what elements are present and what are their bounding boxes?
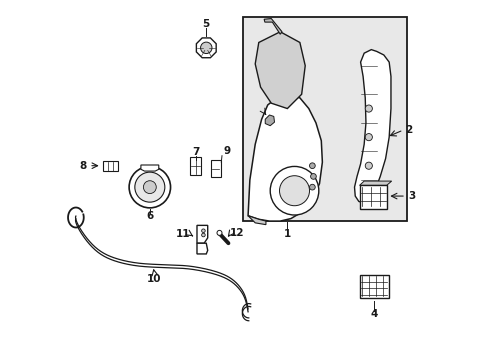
Circle shape bbox=[135, 172, 164, 202]
Circle shape bbox=[200, 42, 212, 54]
Circle shape bbox=[129, 166, 170, 208]
Bar bbox=[359, 275, 388, 298]
Bar bbox=[242, 18, 406, 221]
Text: 8: 8 bbox=[79, 161, 86, 171]
Text: 2: 2 bbox=[405, 125, 411, 135]
Polygon shape bbox=[247, 216, 265, 225]
Polygon shape bbox=[354, 50, 390, 203]
Polygon shape bbox=[255, 32, 305, 109]
Polygon shape bbox=[264, 115, 274, 126]
Polygon shape bbox=[197, 243, 207, 254]
Circle shape bbox=[217, 230, 222, 235]
Text: 1: 1 bbox=[283, 229, 290, 239]
Circle shape bbox=[365, 105, 372, 112]
Bar bbox=[359, 185, 386, 208]
Text: 5: 5 bbox=[202, 18, 209, 28]
Text: 6: 6 bbox=[146, 211, 153, 221]
Circle shape bbox=[270, 166, 318, 215]
Text: 11: 11 bbox=[176, 229, 190, 239]
Circle shape bbox=[365, 162, 372, 169]
Polygon shape bbox=[247, 94, 322, 221]
Bar bbox=[210, 159, 221, 177]
Polygon shape bbox=[264, 18, 282, 34]
Circle shape bbox=[309, 163, 315, 168]
Circle shape bbox=[201, 229, 205, 233]
Polygon shape bbox=[359, 181, 391, 185]
Bar bbox=[190, 157, 201, 175]
Polygon shape bbox=[141, 165, 159, 171]
Circle shape bbox=[310, 174, 316, 179]
Circle shape bbox=[365, 134, 372, 141]
Bar bbox=[102, 161, 118, 171]
Text: 12: 12 bbox=[229, 228, 244, 238]
Polygon shape bbox=[197, 225, 207, 243]
Text: 3: 3 bbox=[407, 191, 414, 201]
Text: 9: 9 bbox=[224, 147, 230, 157]
Text: 4: 4 bbox=[369, 309, 377, 319]
Polygon shape bbox=[196, 38, 216, 58]
Circle shape bbox=[143, 181, 156, 194]
Circle shape bbox=[309, 184, 315, 190]
Text: 7: 7 bbox=[191, 147, 199, 157]
Circle shape bbox=[201, 233, 205, 237]
Circle shape bbox=[279, 176, 309, 206]
Text: 10: 10 bbox=[147, 274, 162, 284]
